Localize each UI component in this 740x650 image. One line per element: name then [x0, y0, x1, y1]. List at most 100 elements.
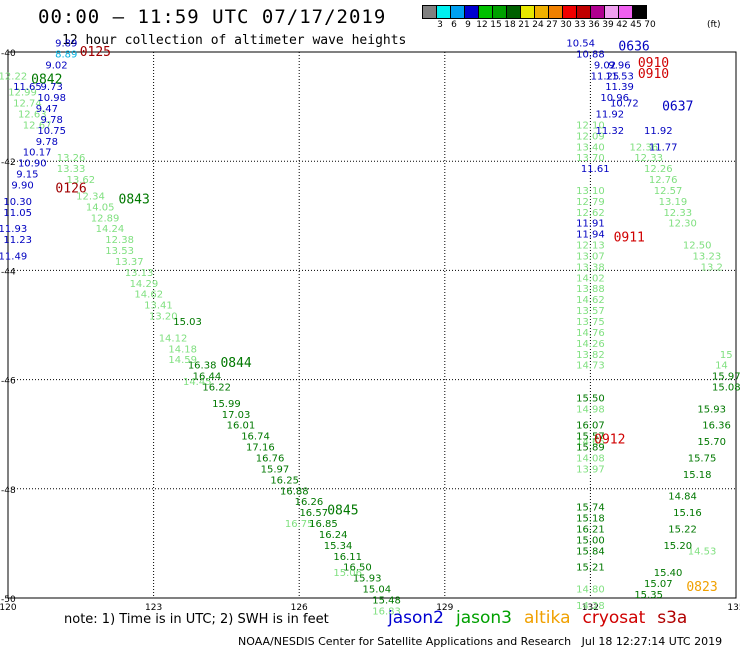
wave-height-value: 10.54: [566, 39, 595, 50]
wave-height-value: 16.50: [343, 563, 372, 574]
wave-height-value: 11.93: [0, 224, 27, 235]
wave-height-value: 13.26: [57, 153, 86, 164]
wave-height-value: 14.80: [576, 585, 605, 596]
legend-label: 3: [437, 20, 443, 30]
wave-height-value: 16.36: [702, 421, 731, 432]
wave-height-value: 15.06: [333, 568, 362, 579]
wave-height-value: 13.40: [576, 142, 605, 153]
legend-label: 6: [451, 20, 457, 30]
y-tick-label: -42: [1, 158, 16, 168]
wave-height-value: 16.25: [270, 475, 299, 486]
wave-height-value: 14.26: [576, 339, 605, 350]
wave-height-value: 12.33: [663, 208, 692, 219]
y-tick-label: -48: [1, 486, 16, 496]
wave-height-value: 9.47: [36, 104, 58, 115]
legend-label: 42: [616, 20, 628, 30]
wave-height-value: 12.74: [13, 99, 42, 110]
wave-height-value: 15.50: [576, 393, 605, 404]
wave-height-value: 14.59: [168, 355, 197, 366]
wave-height-value: 10.72: [610, 99, 639, 110]
wave-height-value: 14.12: [159, 333, 188, 344]
x-tick-label: 120: [0, 603, 17, 613]
wave-height-value: 15.18: [576, 514, 605, 525]
y-tick-label: -46: [1, 377, 16, 387]
satellite-cryosat: cryosat: [582, 608, 646, 628]
pass-time-label: 0842: [31, 72, 62, 87]
wave-height-value: 10.90: [18, 159, 47, 170]
wave-height-value: 14.62: [134, 290, 163, 301]
wave-height-value: 14.18: [168, 344, 197, 355]
wave-height-value: 15.40: [654, 568, 683, 579]
wave-height-value: 12.34: [76, 191, 105, 202]
wave-height-value: 16.74: [241, 432, 270, 443]
footer-note: note: 1) Time is in UTC; 2) SWH is in fe…: [64, 612, 329, 627]
wave-height-value: 9.96: [608, 60, 630, 71]
wave-height-value: 14.84: [668, 492, 697, 503]
wave-height-value: 14.76: [576, 328, 605, 339]
wave-height-value: 15.70: [697, 437, 726, 448]
wave-height-value: 15.04: [363, 585, 392, 596]
pass-time-label: 0823: [686, 580, 717, 595]
wave-height-value: 14: [715, 361, 728, 372]
wave-height-value: 17.03: [222, 410, 251, 421]
wave-height-value: 15.84: [576, 546, 605, 557]
legend-label: 27: [546, 20, 558, 30]
wave-height-value: 13.19: [659, 197, 688, 208]
wave-height-value: 9.89: [55, 39, 77, 50]
wave-height-value: 9.15: [16, 170, 38, 181]
wave-height-value: 12.22: [0, 71, 27, 82]
legend-label: 39: [602, 20, 614, 30]
wave-height-value: 9.02: [45, 60, 67, 71]
wave-height-value: 12.10: [576, 120, 605, 131]
wave-height-value: 9.02: [594, 60, 616, 71]
legend-label: 70: [644, 20, 656, 30]
wave-height-value: 11.77: [649, 142, 678, 153]
wave-height-value: 16.24: [319, 530, 348, 541]
wave-height-value: 10.98: [37, 93, 66, 104]
wave-height-value: 12.26: [644, 164, 673, 175]
wave-height-value: 14.29: [130, 279, 159, 290]
wave-height-value: 13.82: [576, 350, 605, 361]
wave-height-value: 15.07: [644, 579, 673, 590]
wave-height-value: 10.96: [600, 93, 629, 104]
wave-height-value: 15.20: [663, 541, 692, 552]
wave-height-value: 10.75: [37, 126, 66, 137]
wave-height-value: 12.99: [8, 88, 37, 99]
wave-height-value: 15.75: [688, 454, 717, 465]
legend-label: 15: [490, 20, 502, 30]
wave-height-value: 13.62: [66, 175, 95, 186]
satellite-legend: jason2 jason3 altika cryosat s3a: [388, 608, 699, 628]
wave-height-value: 11.05: [3, 208, 32, 219]
wave-height-value: 9.78: [36, 137, 58, 148]
satellite-s3a: s3a: [657, 608, 688, 628]
plot-frame: [7, 51, 737, 599]
x-tick-label: 132: [582, 603, 599, 613]
wave-height-value: 11.94: [576, 230, 605, 241]
wave-height-value: 10.88: [576, 49, 605, 60]
pass-time-label: 0910: [638, 56, 669, 71]
wave-height-value: 15.03: [173, 317, 202, 328]
wave-height-value: 12.36: [629, 142, 658, 153]
wave-height-value: 15.93: [697, 404, 726, 415]
wave-height-value: 16.76: [256, 454, 285, 465]
wave-height-value: 12.50: [683, 241, 712, 252]
legend-label: 30: [560, 20, 572, 30]
wave-height-value: 15.22: [668, 524, 697, 535]
wave-height-value: 14.98: [576, 404, 605, 415]
wave-height-value: 11.53: [605, 71, 634, 82]
wave-height-value: 11.39: [605, 82, 634, 93]
wave-height-value: 13.23: [693, 251, 722, 262]
wave-height-value: 11.65: [13, 82, 42, 93]
legend-label: 24: [532, 20, 544, 30]
wave-height-value: 14.62: [576, 295, 605, 306]
wave-height-value: 15.00: [576, 535, 605, 546]
wave-height-value: 15.18: [683, 470, 712, 481]
wave-height-value: 12.62: [576, 208, 605, 219]
wave-height-value: 13.75: [576, 317, 605, 328]
wave-height-value: 15.99: [212, 399, 241, 410]
wave-height-value: 15.35: [634, 590, 663, 601]
wave-height-value: 16.11: [333, 552, 362, 563]
wave-height-value: 14.53: [688, 546, 717, 557]
legend-label: 33: [574, 20, 586, 30]
x-tick-label: 123: [145, 603, 162, 613]
